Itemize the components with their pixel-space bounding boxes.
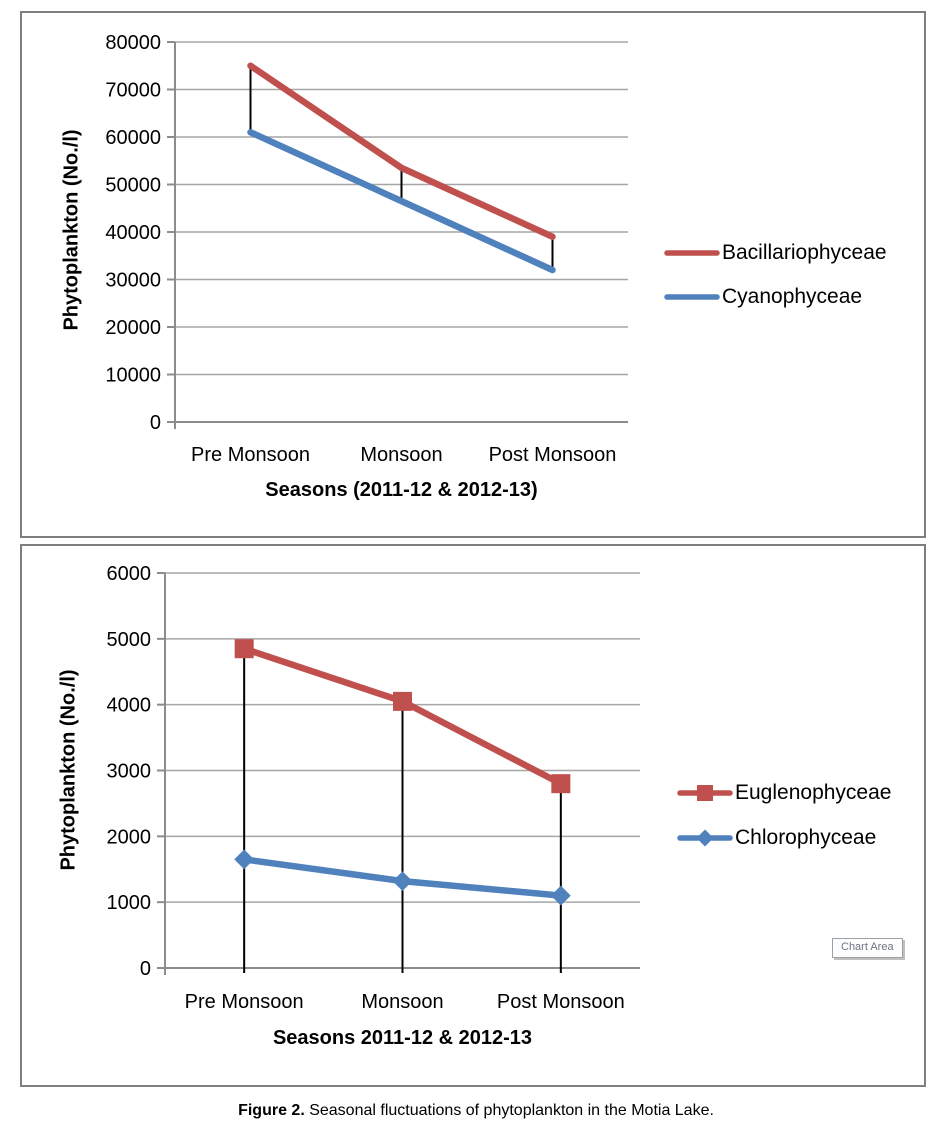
chart-panel-bottom: 0 1000 2000 3000 4000 5000 6000 Pre Monsoon Mons… (20, 544, 926, 1087)
y-tick-label: 40000 (105, 222, 161, 244)
chart-panel-top: 0 10000 20000 30000 40000 50000 60000 70000 8000… (20, 11, 926, 538)
legend-label: Cyanophyceae (722, 285, 863, 308)
legend-bottom: Euglenophyceae Chlorophyceae (677, 781, 891, 850)
x-category-label: Monsoon (360, 444, 442, 466)
y-axis-title-top: Phytoplankton (No./l) (60, 129, 83, 331)
y-tick-label: 60000 (105, 127, 161, 149)
legend-label: Euglenophyceae (735, 781, 892, 804)
x-category-label: Pre Monsoon (185, 991, 304, 1013)
legend-swatch (664, 294, 720, 300)
data-point-marker-square (393, 691, 412, 711)
figure-caption: Figure 2. Seasonal fluctuations of phyto… (0, 1102, 952, 1120)
x-axis-title-bottom: Seasons 2011-12 & 2012-13 (272, 1027, 533, 1049)
legend-label: Chlorophyceae (735, 826, 877, 849)
y-tick-label: 1000 (107, 892, 152, 914)
legend-swatch (677, 785, 733, 801)
legend-top: Bacillariophyceae Cyanophyceae (664, 241, 887, 309)
caption-text: Seasonal fluctuations of phytoplankton i… (304, 1102, 714, 1119)
x-category-label: Post Monsoon (497, 991, 625, 1013)
y-tick-label: 5000 (107, 629, 152, 651)
y-tick-label: 2000 (107, 826, 152, 848)
y-tick-label: 50000 (105, 175, 161, 197)
x-category-label: Pre Monsoon (191, 444, 310, 466)
y-tick-label: 0 (150, 412, 161, 434)
y-tick-label: 70000 (105, 80, 161, 102)
legend-swatch (664, 250, 720, 256)
legend-marker-diamond (696, 829, 714, 847)
caption-label: Figure 2. (238, 1102, 305, 1119)
legend-item: Euglenophyceae (677, 781, 891, 805)
data-point-marker-diamond (392, 871, 413, 891)
legend-item: Chlorophyceae (677, 826, 891, 850)
legend-swatch (677, 829, 733, 847)
x-category-label: Post Monsoon (489, 444, 617, 466)
y-tick-label: 6000 (107, 563, 152, 585)
y-tick-label: 20000 (105, 317, 161, 339)
y-tick-label: 0 (140, 958, 151, 980)
x-axis-title-top: Seasons (2011-12 & 2012-13) (265, 479, 538, 501)
legend-item: Bacillariophyceae (664, 241, 887, 265)
x-category-label: Monsoon (361, 991, 443, 1013)
series-line-cyanophyceae (247, 129, 556, 274)
plot-area-top: 0 10000 20000 30000 40000 50000 60000 70000 8000… (105, 32, 628, 466)
legend-item: Cyanophyceae (664, 285, 887, 309)
legend-label: Bacillariophyceae (722, 241, 887, 264)
data-point-marker-diamond (234, 849, 255, 870)
data-point-marker-square (234, 639, 254, 659)
chart-area-tooltip: Chart Area (832, 938, 903, 958)
y-tick-label: 3000 (107, 761, 152, 783)
y-tick-label: 10000 (105, 365, 161, 387)
y-axis-title-bottom: Phytoplankton (No./l) (57, 669, 80, 871)
legend-marker-square (697, 785, 713, 801)
y-tick-label: 30000 (105, 270, 161, 292)
plot-area-bottom: 0 1000 2000 3000 4000 5000 6000 Pre Monsoon Mons… (107, 563, 640, 1013)
y-tick-label: 80000 (105, 32, 161, 54)
series-line-bacillariophyceae (247, 62, 556, 240)
data-point-marker-square (551, 774, 571, 794)
y-tick-label: 4000 (107, 695, 152, 717)
